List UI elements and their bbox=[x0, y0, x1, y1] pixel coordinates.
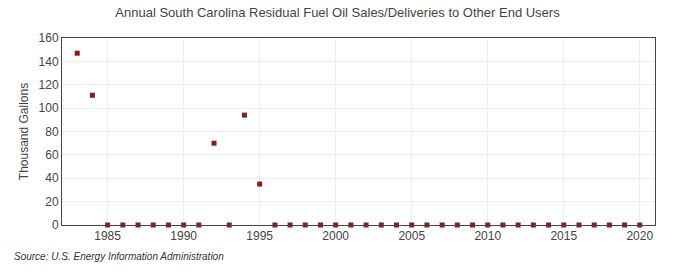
svg-text:20: 20 bbox=[45, 195, 59, 209]
svg-text:1985: 1985 bbox=[94, 229, 121, 243]
svg-text:1995: 1995 bbox=[246, 229, 273, 243]
svg-text:2020: 2020 bbox=[626, 229, 653, 243]
svg-text:120: 120 bbox=[39, 78, 59, 92]
svg-text:80: 80 bbox=[45, 125, 59, 139]
svg-text:40: 40 bbox=[45, 171, 59, 185]
svg-text:100: 100 bbox=[39, 101, 59, 115]
svg-text:0: 0 bbox=[52, 218, 59, 232]
svg-text:60: 60 bbox=[45, 148, 59, 162]
svg-text:2000: 2000 bbox=[322, 229, 349, 243]
svg-text:Thousand Gallons: Thousand Gallons bbox=[17, 83, 31, 180]
svg-text:1990: 1990 bbox=[170, 229, 197, 243]
svg-text:160: 160 bbox=[39, 31, 59, 45]
svg-text:2010: 2010 bbox=[474, 229, 501, 243]
svg-text:140: 140 bbox=[39, 55, 59, 69]
svg-text:2005: 2005 bbox=[398, 229, 425, 243]
svg-text:Annual South Carolina Residual: Annual South Carolina Residual Fuel Oil … bbox=[115, 5, 560, 20]
svg-text:2015: 2015 bbox=[550, 229, 577, 243]
svg-text:Source: U.S. Energy Informatio: Source: U.S. Energy Information Administ… bbox=[14, 251, 224, 262]
